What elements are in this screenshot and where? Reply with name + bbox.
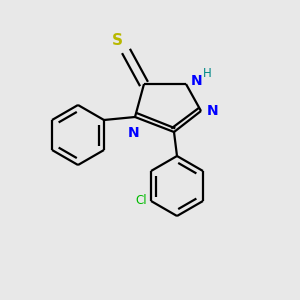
- Text: Cl: Cl: [135, 194, 146, 208]
- Text: N: N: [190, 74, 202, 88]
- Text: N: N: [206, 104, 218, 118]
- Text: S: S: [112, 33, 123, 48]
- Text: N: N: [128, 126, 139, 140]
- Text: H: H: [202, 67, 211, 80]
